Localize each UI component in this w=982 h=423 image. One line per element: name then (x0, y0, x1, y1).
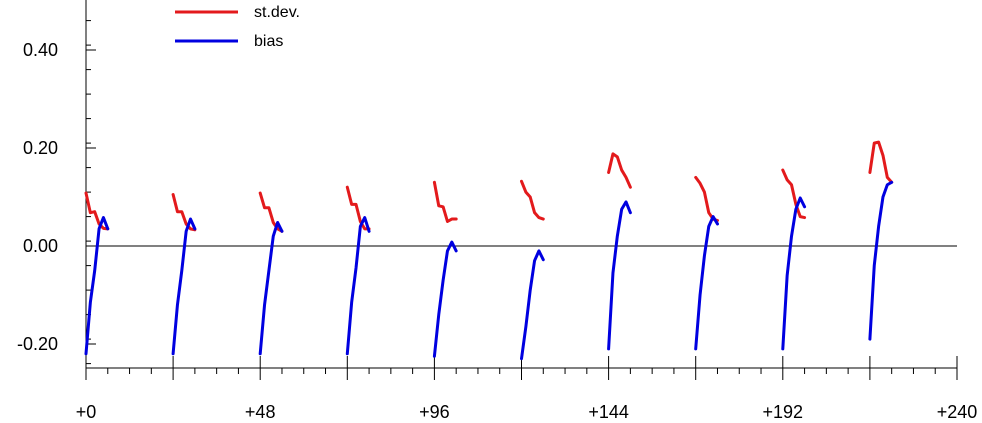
series-segment (607, 152, 632, 189)
x-tick-label: +144 (588, 402, 629, 422)
series-segment (258, 191, 284, 233)
series-segment (84, 216, 110, 356)
series-segment (84, 191, 110, 231)
series-segment (345, 216, 371, 356)
series-segment (781, 196, 807, 351)
series-stdev (84, 140, 894, 233)
x-tick-label: +48 (245, 402, 276, 422)
series-segment (432, 240, 458, 358)
y-tick-label: 0.00 (23, 236, 58, 256)
y-tick-label: 0.20 (23, 138, 58, 158)
series-bias (84, 180, 894, 361)
y-tick-label: 0.40 (23, 40, 58, 60)
x-tick-label: +0 (76, 402, 97, 422)
legend-label: st.dev. (254, 4, 300, 21)
series-segment (694, 175, 719, 223)
series-segment (171, 217, 197, 356)
series-segment (520, 179, 545, 221)
x-tick-label: +240 (937, 402, 978, 422)
series-segment (694, 215, 719, 351)
y-tick-label: -0.20 (17, 334, 58, 354)
series-segment (868, 180, 894, 341)
series-segment (432, 180, 458, 223)
x-tick-label: +96 (419, 402, 450, 422)
series-segment (258, 220, 284, 356)
series-segment (781, 168, 807, 220)
series-segment (868, 140, 894, 184)
series-segment (520, 249, 545, 361)
series-segment (345, 185, 371, 231)
legend-label: bias (254, 33, 283, 50)
series-segment (171, 193, 197, 232)
series-segment (607, 200, 632, 351)
x-tick-label: +192 (763, 402, 804, 422)
